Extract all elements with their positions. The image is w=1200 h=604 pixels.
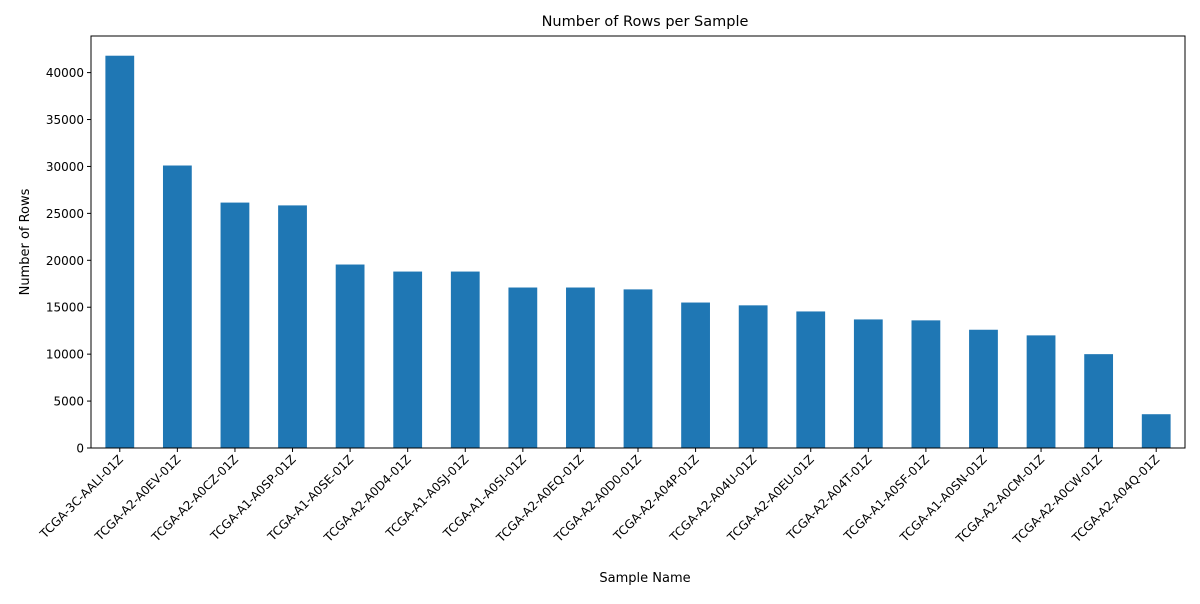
bar-tcga-a2-a0eq-01z <box>566 287 595 448</box>
plot-frame <box>90 35 1186 449</box>
y-tick-label: 5000 <box>53 395 84 409</box>
bar-tcga-a2-a0ev-01z <box>162 165 192 449</box>
bar-tcga-a1-a0si-01z <box>508 287 538 448</box>
bar-tcga-a2-a0eu-01z <box>796 311 826 448</box>
bar-tcga-a1-a0se-01z <box>335 264 365 448</box>
bar-tcga-a2-a04q-01z <box>1141 414 1171 448</box>
bar-tcga-a2-a0d4-01z <box>393 271 423 448</box>
y-tick-label: 40000 <box>46 66 84 80</box>
bar-tcga-a2-a0d0-01z <box>623 289 653 448</box>
bar-tcga-a1-a0sp-01z <box>278 205 307 448</box>
x-axis: TCGA-3C-AALI-01ZTCGA-A2-A0EV-01ZTCGA-A2-… <box>36 448 1162 547</box>
y-axis-label: Number of Rows <box>18 188 33 295</box>
bar-tcga-a2-a0cz-01z <box>220 202 250 448</box>
y-tick-label: 10000 <box>46 348 84 362</box>
y-tick-label: 20000 <box>46 254 84 268</box>
bar-tcga-a1-a0sf-01z <box>911 320 941 448</box>
y-tick-label: 35000 <box>46 113 84 127</box>
bar-tcga-a2-a0cm-01z <box>1026 335 1056 448</box>
bar-tcga-a1-a0sj-01z <box>450 271 480 448</box>
y-tick-label: 15000 <box>46 301 84 315</box>
y-axis: 0 5000 10000 15000 20000 25000 30000 35000 40000 <box>46 66 91 456</box>
bar-tcga-a2-a04t-01z <box>853 319 883 448</box>
x-axis-label: Sample Name <box>599 571 690 586</box>
plot-area <box>105 55 1171 449</box>
bar-tcga-a2-a0cw-01z <box>1084 354 1114 448</box>
bar-tcga-a1-a0sn-01z <box>969 329 998 448</box>
bar-tcga-3c-aali-01z <box>105 55 135 448</box>
y-tick-label: 30000 <box>46 160 84 174</box>
y-tick-label: 0 <box>76 442 84 456</box>
bar-tcga-a2-a04p-01z <box>681 302 710 448</box>
chart-title: Number of Rows per Sample <box>542 14 749 30</box>
bar-tcga-a2-a04u-01z <box>738 305 768 448</box>
y-tick-label: 25000 <box>46 207 84 221</box>
